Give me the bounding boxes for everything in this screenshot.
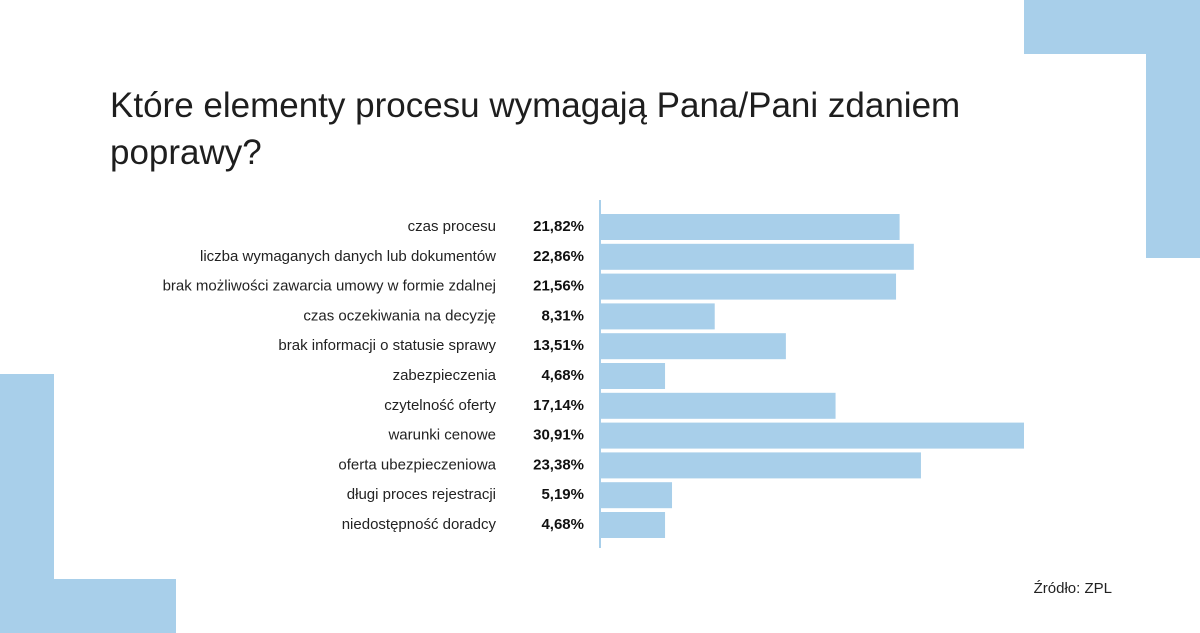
value-label: 13,51% [533,337,584,354]
category-label: czas procesu [408,218,496,235]
source-note: Źródło: ZPL [1033,580,1112,597]
category-label: brak informacji o statusie sprawy [278,337,496,354]
value-label: 8,31% [541,307,584,324]
value-label: 21,56% [533,278,584,295]
category-label: długi proces rejestracji [347,486,496,503]
category-label: oferta ubezpieczeniowa [338,456,496,473]
category-label: czas oczekiwania na decyzję [303,307,496,324]
value-label: 22,86% [533,248,584,265]
value-label: 23,38% [533,456,584,473]
category-label: brak możliwości zawarcia umowy w formie … [163,278,496,295]
category-label: zabezpieczenia [393,367,497,384]
category-label: niedostępność doradcy [342,516,497,533]
bar [601,422,1024,449]
value-label: 4,68% [541,516,584,533]
value-label: 4,68% [541,367,584,384]
corner-decoration-top-right-vertical [1146,0,1200,258]
bar [601,243,914,270]
bar [601,512,666,538]
bar [601,273,897,300]
value-label: 30,91% [533,427,584,444]
value-label: 17,14% [533,397,584,414]
bar [601,214,900,240]
chart-title: Które elementy procesu wymagają Pana/Pan… [110,86,961,172]
bar [601,363,666,389]
bar [601,303,715,330]
category-label: warunki cenowe [387,427,496,444]
value-label: 5,19% [541,486,584,503]
category-label: czytelność oferty [384,397,496,414]
value-label: 21,82% [533,218,584,235]
bar [601,392,836,419]
category-label: liczba wymaganych danych lub dokumentów [200,248,496,265]
bar [601,452,921,479]
corner-decoration-bottom-left [0,579,176,633]
bar [601,333,786,360]
bar [601,482,673,509]
